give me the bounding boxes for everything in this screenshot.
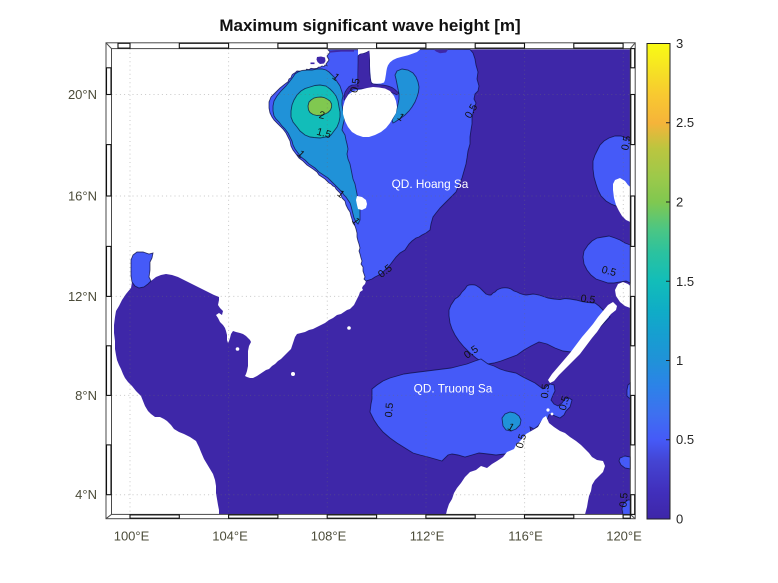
svg-text:12°N: 12°N <box>68 289 97 304</box>
svg-text:1: 1 <box>349 215 362 227</box>
svg-text:1: 1 <box>395 111 407 124</box>
svg-text:1.5: 1.5 <box>676 274 694 289</box>
svg-text:16°N: 16°N <box>68 189 97 204</box>
svg-text:0.5: 0.5 <box>617 492 630 508</box>
svg-text:20°N: 20°N <box>68 87 97 102</box>
svg-text:4°N: 4°N <box>75 487 97 502</box>
svg-text:0.5: 0.5 <box>348 77 362 94</box>
svg-text:100°E: 100°E <box>114 529 150 544</box>
svg-text:120°E: 120°E <box>606 529 642 544</box>
svg-text:2: 2 <box>676 195 683 210</box>
svg-text:0.5: 0.5 <box>676 432 694 447</box>
svg-text:1: 1 <box>505 421 516 434</box>
svg-text:116°E: 116°E <box>508 529 543 544</box>
svg-text:0.5: 0.5 <box>580 293 596 307</box>
svg-text:0.5: 0.5 <box>383 402 396 418</box>
svg-text:8°N: 8°N <box>75 388 97 403</box>
svg-text:1: 1 <box>676 353 683 368</box>
svg-text:0: 0 <box>676 512 683 527</box>
svg-text:2: 2 <box>318 109 326 122</box>
svg-text:0.5: 0.5 <box>600 264 617 279</box>
svg-text:104°E: 104°E <box>212 529 248 544</box>
svg-text:112°E: 112°E <box>410 529 445 544</box>
svg-text:QD. Hoang Sa: QD. Hoang Sa <box>392 177 469 191</box>
svg-text:3: 3 <box>676 36 683 51</box>
svg-text:Maximum significant wave heigh: Maximum significant wave height [m] <box>219 16 520 35</box>
svg-text:2.5: 2.5 <box>676 115 694 130</box>
svg-text:1.5: 1.5 <box>315 126 332 141</box>
svg-text:0.5: 0.5 <box>539 383 552 399</box>
svg-text:0.5: 0.5 <box>557 394 572 411</box>
svg-text:QD. Truong Sa: QD. Truong Sa <box>414 382 493 396</box>
svg-text:108°E: 108°E <box>311 529 347 544</box>
svg-text:0.5: 0.5 <box>514 432 529 449</box>
